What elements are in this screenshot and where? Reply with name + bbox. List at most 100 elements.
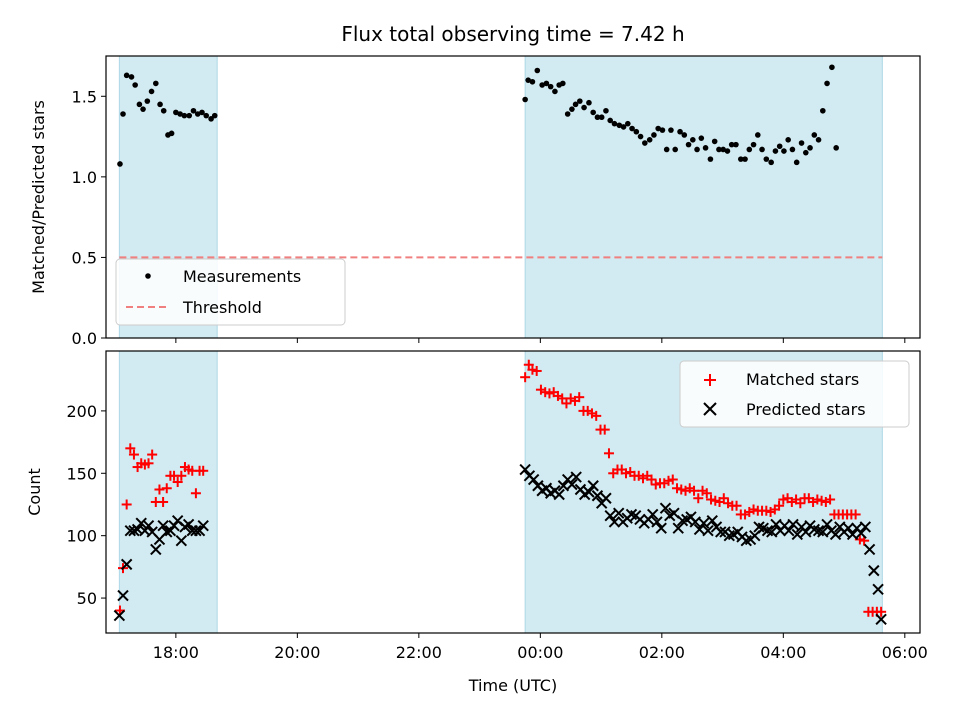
matched-star-point xyxy=(161,483,172,494)
bottom-y-tick-label: 150 xyxy=(66,464,97,483)
measurement-point xyxy=(663,146,670,153)
predicted-star-point xyxy=(117,589,129,602)
measurement-point xyxy=(793,159,800,166)
predicted-star-point xyxy=(872,583,884,596)
measurement-point xyxy=(655,125,661,132)
predicted-star-point xyxy=(570,471,582,483)
predicted-star-point xyxy=(612,507,625,519)
predicted-star-point xyxy=(783,524,795,537)
measurement-point xyxy=(633,128,640,135)
measurement-point xyxy=(659,127,666,133)
predicted-star-point xyxy=(583,486,595,498)
measurement-point xyxy=(668,127,674,133)
matched-star-point xyxy=(603,448,614,459)
measurement-point xyxy=(620,124,627,130)
measurement-point xyxy=(186,112,193,119)
top-panel: 0.0 0.5 1.0 1.5 Matched/Predicted stars Mea… xyxy=(29,55,921,348)
predicted-star-point xyxy=(875,613,887,625)
measurement-point xyxy=(759,146,765,153)
measurement-point xyxy=(547,83,554,90)
measurement-point xyxy=(776,143,783,150)
predicted-star-point xyxy=(553,488,565,501)
matched-star-point xyxy=(774,500,785,511)
matched-star-point xyxy=(689,485,700,496)
predicted-star-point xyxy=(150,543,162,556)
predicted-star-point xyxy=(600,492,612,504)
measurement-point xyxy=(742,156,748,162)
measurement-point xyxy=(642,140,648,146)
matched-star-point xyxy=(125,443,136,454)
bottom-observing-window xyxy=(118,350,218,634)
matched-star-point xyxy=(172,477,183,488)
measurement-point xyxy=(681,132,688,138)
predicted-star-point xyxy=(698,517,710,529)
measurement-point xyxy=(529,78,536,85)
top-axis-ticks: 0.0 0.5 1.0 1.5 xyxy=(72,87,906,348)
measurement-point xyxy=(590,109,596,116)
x-axis-label: Time (UTC) xyxy=(468,676,557,695)
legend-predicted-label: Predicted stars xyxy=(746,400,866,419)
predicted-star-point xyxy=(157,519,169,532)
measurement-point xyxy=(203,112,210,119)
matched-star-point xyxy=(143,458,154,469)
legend-measurements-label: Measurements xyxy=(183,267,301,286)
matched-star-point xyxy=(701,488,712,499)
measurement-point xyxy=(208,116,214,122)
predicted-star-point xyxy=(659,502,672,514)
predicted-star-point xyxy=(647,508,659,521)
measurement-point xyxy=(577,98,583,104)
measurement-point xyxy=(750,141,757,148)
predicted-star-point xyxy=(604,510,616,522)
measurement-point xyxy=(824,80,830,87)
top-y-axis-label: Matched/Predicted stars xyxy=(29,100,48,294)
predicted-star-point xyxy=(855,527,867,539)
measurement-point xyxy=(539,82,545,88)
measurement-point xyxy=(802,149,809,156)
measurement-point xyxy=(737,156,744,162)
predicted-star-point xyxy=(859,521,872,533)
predicted-star-point xyxy=(175,534,188,547)
predicted-star-point xyxy=(608,516,621,528)
matched-star-point xyxy=(147,449,158,460)
predicted-star-point xyxy=(519,463,531,476)
measurement-point xyxy=(594,114,601,121)
measurement-point xyxy=(789,146,796,153)
measurement-point xyxy=(820,107,826,114)
measurement-point xyxy=(522,96,528,103)
legend-matched-label: Matched stars xyxy=(746,370,859,389)
measurement-point xyxy=(120,111,126,117)
bottom-y-tick-label: 50 xyxy=(77,589,97,608)
measurement-point xyxy=(798,140,805,146)
measurement-point xyxy=(763,156,770,162)
x-tick-label: 06:00 xyxy=(882,643,928,662)
matched-star-point xyxy=(825,494,836,505)
predicted-star-point xyxy=(787,518,799,531)
bottom-y-axis-label: Count xyxy=(25,468,44,516)
measurement-point xyxy=(772,148,779,154)
predicted-star-point xyxy=(113,609,126,622)
measurement-point xyxy=(781,148,787,154)
measurement-point xyxy=(716,146,722,153)
predicted-star-point xyxy=(587,480,599,492)
matched-star-point xyxy=(176,470,187,481)
measurement-point xyxy=(598,114,605,121)
measurement-point xyxy=(646,136,653,143)
measurement-point xyxy=(177,111,183,117)
measurement-point xyxy=(607,117,613,124)
measurement-point xyxy=(603,107,609,114)
measurement-point xyxy=(611,120,618,127)
measurement-point xyxy=(746,146,753,153)
measurement-point xyxy=(672,146,678,153)
predicted-star-point xyxy=(655,522,667,534)
measurement-point xyxy=(173,109,179,116)
legend-matched-marker xyxy=(704,374,716,386)
measurement-point xyxy=(711,138,718,145)
bottom-axes-frame xyxy=(105,350,921,634)
measurement-point xyxy=(140,106,146,112)
top-axes-frame xyxy=(105,55,921,339)
measurement-point xyxy=(768,159,774,166)
predicted-star-point xyxy=(527,473,540,486)
top-y-tick-label: 1.5 xyxy=(72,87,97,106)
matched-star-point xyxy=(531,365,542,376)
